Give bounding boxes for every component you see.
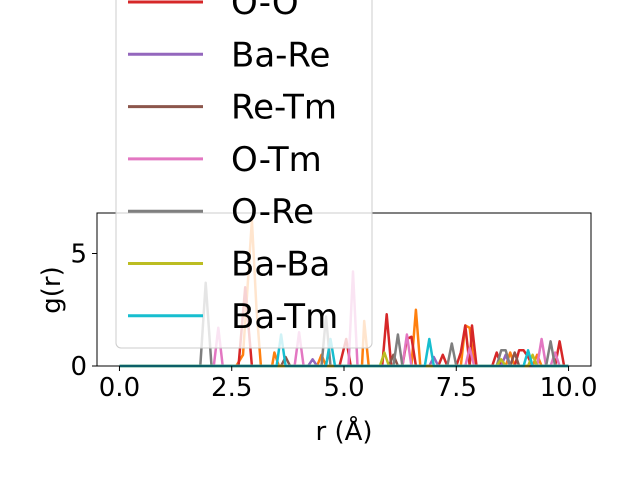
legend-label: Ba-Ba — [231, 245, 330, 285]
legend: O-O Ba-Re Re-Tm O-Tm O-Re Ba-Ba Ba-Tm — [115, 0, 373, 349]
x-tick-label: 7.5 — [436, 373, 477, 403]
legend-label: O-O — [231, 0, 299, 23]
tick-layer: 0.0 2.5 5.0 7.5 10.0 0 5 — [70, 240, 597, 404]
x-tick-label: 0.0 — [99, 373, 140, 403]
legend-item: Re-Tm — [128, 88, 337, 128]
legend-item: O-O — [128, 0, 299, 23]
legend-item: Ba-Re — [128, 35, 330, 75]
legend-label: Ba-Re — [231, 35, 330, 75]
x-tick-label: 10.0 — [540, 373, 598, 403]
series-line-ba-ba — [119, 351, 569, 368]
legend-item: O-Re — [128, 192, 314, 232]
legend-label: Ba-Tm — [231, 297, 338, 337]
legend-item: Ba-Ba — [128, 245, 330, 285]
legend-item: Ba-Tm — [128, 297, 338, 337]
legend-label: O-Re — [231, 192, 314, 232]
legend-item: O-Tm — [128, 140, 322, 180]
y-tick-label: 5 — [70, 240, 87, 270]
legend-box — [115, 0, 373, 349]
legend-label: Re-Tm — [231, 88, 337, 128]
x-tick-label: 2.5 — [211, 373, 252, 403]
legend-label: O-Tm — [231, 140, 322, 180]
y-axis-label: g(r) — [37, 266, 67, 313]
x-axis-label: r (Å) — [315, 415, 372, 447]
x-tick-label: 5.0 — [323, 373, 364, 403]
y-tick-label: 0 — [70, 352, 87, 382]
